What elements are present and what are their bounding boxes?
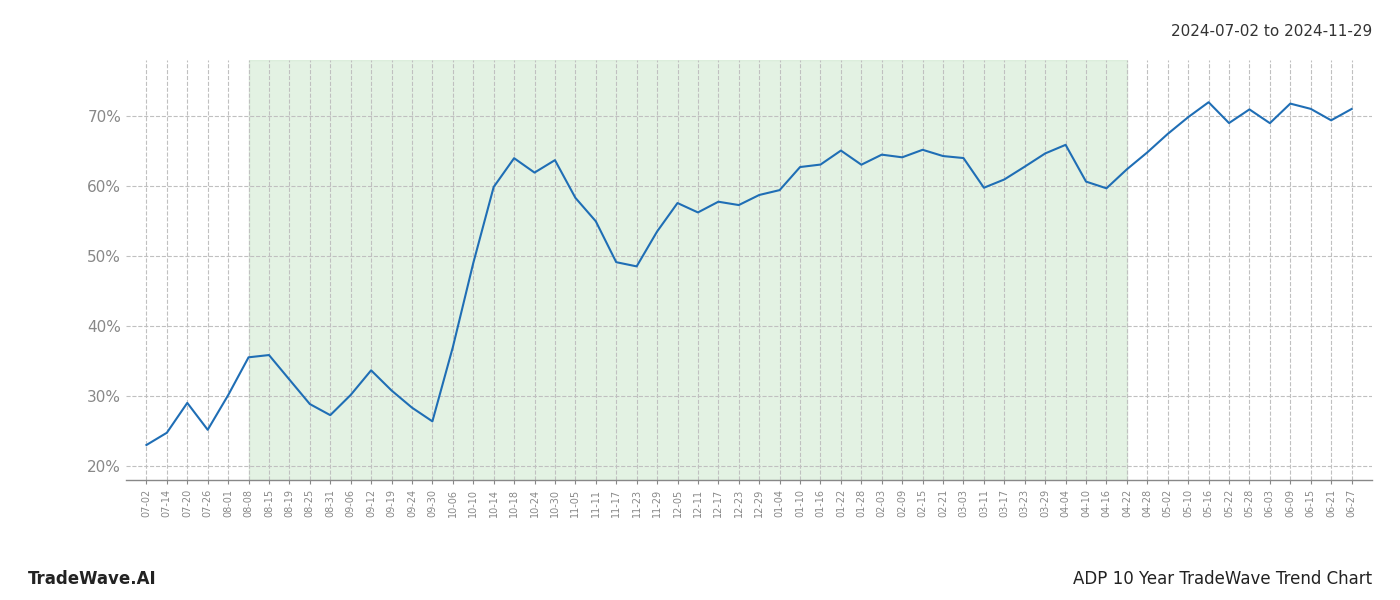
Text: 2024-07-02 to 2024-11-29: 2024-07-02 to 2024-11-29 <box>1170 24 1372 39</box>
Text: ADP 10 Year TradeWave Trend Chart: ADP 10 Year TradeWave Trend Chart <box>1072 570 1372 588</box>
Text: TradeWave.AI: TradeWave.AI <box>28 570 157 588</box>
Bar <box>249 60 1127 480</box>
